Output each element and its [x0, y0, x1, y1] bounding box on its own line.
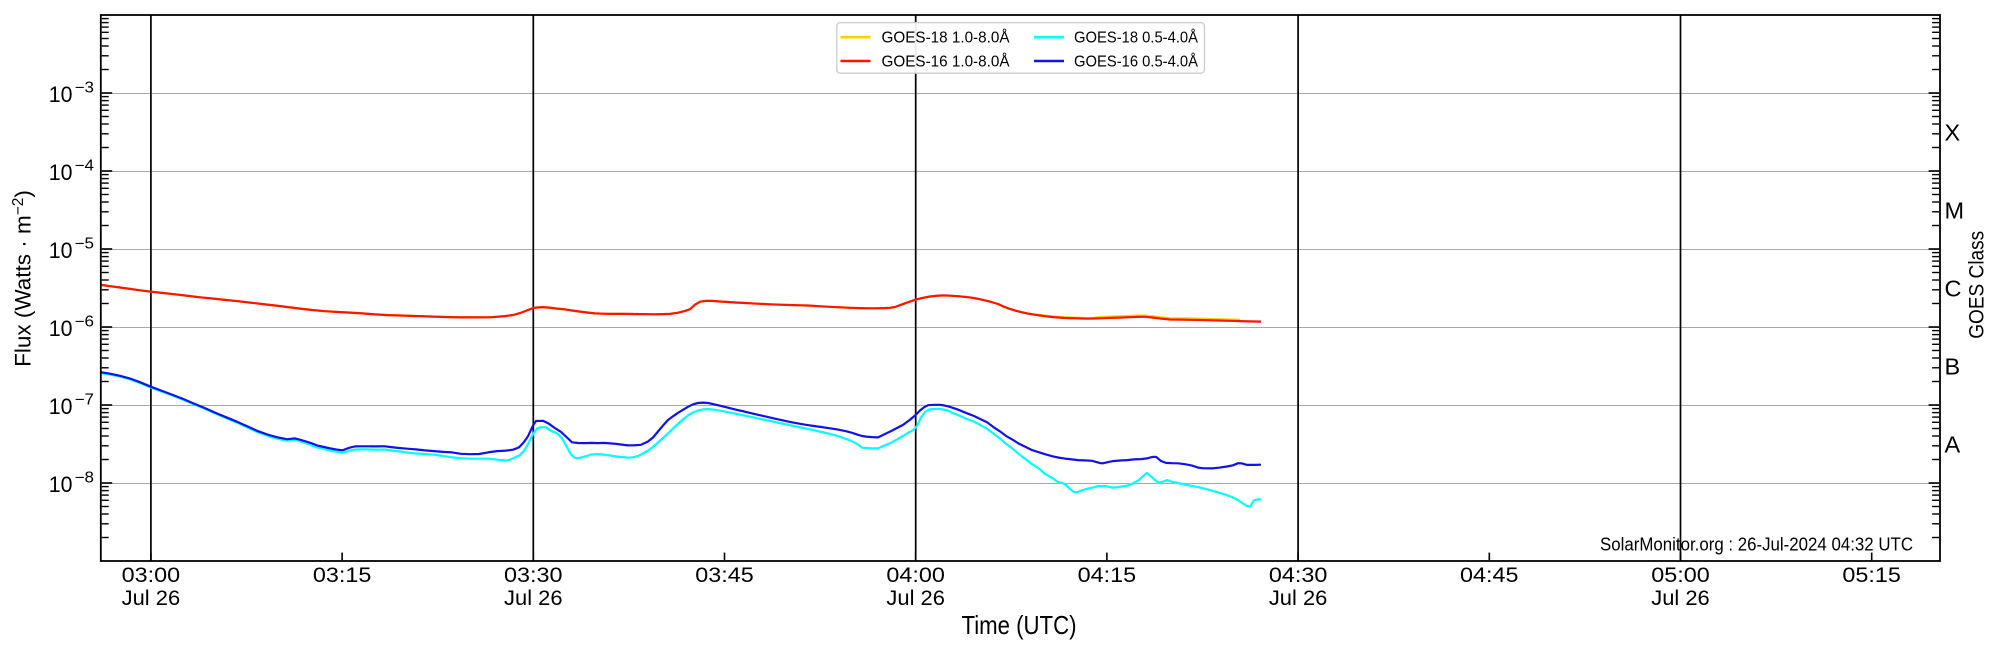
svg-text:M: M — [1945, 198, 1965, 224]
svg-text:−6: −6 — [75, 314, 94, 331]
svg-text:−4: −4 — [75, 158, 95, 175]
svg-text:Time (UTC): Time (UTC) — [962, 610, 1077, 640]
svg-text:03:15: 03:15 — [313, 563, 372, 587]
svg-text:B: B — [1945, 354, 1961, 380]
svg-text:04:45: 04:45 — [1460, 563, 1519, 587]
svg-text:10: 10 — [49, 238, 73, 263]
svg-text:04:15: 04:15 — [1078, 563, 1137, 587]
svg-text:GOES-16 1.0-8.0Å: GOES-16 1.0-8.0Å — [882, 54, 1011, 71]
svg-text:A: A — [1945, 432, 1961, 458]
svg-text:Jul 26: Jul 26 — [886, 586, 945, 610]
svg-text:GOES-18 1.0-8.0Å: GOES-18 1.0-8.0Å — [882, 30, 1011, 47]
svg-text:GOES-16 0.5-4.0Å: GOES-16 0.5-4.0Å — [1074, 54, 1199, 71]
svg-text:SolarMonitor.org : 26-Jul-2024: SolarMonitor.org : 26-Jul-2024 04:32 UTC — [1600, 535, 1913, 555]
svg-text:C: C — [1945, 276, 1962, 302]
svg-text:04:30: 04:30 — [1269, 563, 1328, 587]
svg-text:04:00: 04:00 — [886, 563, 945, 587]
svg-text:10: 10 — [49, 160, 73, 185]
svg-text:05:15: 05:15 — [1842, 563, 1901, 587]
svg-text:10: 10 — [49, 316, 73, 341]
svg-text:X: X — [1945, 120, 1961, 146]
svg-text:05:00: 05:00 — [1651, 563, 1710, 587]
svg-text:−7: −7 — [75, 392, 94, 409]
svg-text:Jul 26: Jul 26 — [1651, 586, 1710, 610]
svg-text:03:45: 03:45 — [695, 563, 754, 587]
svg-text:−8: −8 — [75, 470, 94, 487]
svg-text:Jul 26: Jul 26 — [1269, 586, 1328, 610]
svg-text:−5: −5 — [75, 236, 94, 253]
svg-text:Jul 26: Jul 26 — [122, 586, 181, 610]
svg-text:10: 10 — [49, 82, 73, 107]
svg-text:03:00: 03:00 — [122, 563, 181, 587]
svg-text:Jul 26: Jul 26 — [504, 586, 563, 610]
svg-text:10: 10 — [49, 472, 73, 497]
svg-text:GOES Class: GOES Class — [1966, 231, 1989, 339]
svg-text:Flux (Watts · m−2): Flux (Watts · m−2) — [10, 190, 36, 367]
svg-text:10: 10 — [49, 394, 73, 419]
svg-text:03:30: 03:30 — [504, 563, 563, 587]
svg-text:GOES-18 0.5-4.0Å: GOES-18 0.5-4.0Å — [1074, 30, 1199, 47]
svg-text:−3: −3 — [75, 80, 94, 97]
